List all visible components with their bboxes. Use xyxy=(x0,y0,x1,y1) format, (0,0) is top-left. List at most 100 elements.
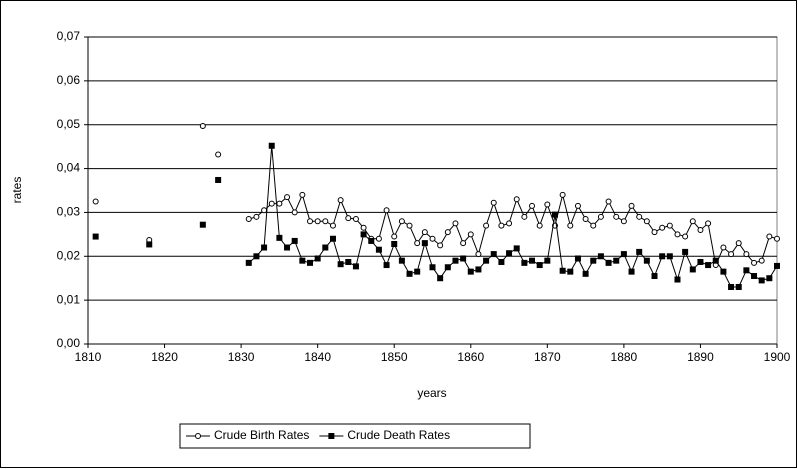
data-point xyxy=(712,257,719,264)
data-point xyxy=(582,270,589,277)
data-point xyxy=(697,226,704,233)
data-point xyxy=(559,191,566,198)
data-point xyxy=(643,257,650,264)
data-point xyxy=(314,255,321,262)
data-point xyxy=(406,270,413,277)
data-point xyxy=(299,257,306,264)
data-point xyxy=(437,242,444,249)
data-point xyxy=(559,267,566,274)
data-point xyxy=(620,218,627,225)
x-tick-label: 1820 xyxy=(151,350,178,364)
data-point xyxy=(268,142,275,149)
data-point xyxy=(276,200,283,207)
data-point xyxy=(360,224,367,231)
data-point xyxy=(689,266,696,273)
data-point xyxy=(460,240,467,247)
data-point xyxy=(620,251,627,258)
data-point xyxy=(720,268,727,275)
data-point xyxy=(199,221,206,228)
data-point xyxy=(245,259,252,266)
data-point xyxy=(199,123,206,130)
data-point xyxy=(329,235,336,242)
legend-label: Crude Birth Rates xyxy=(214,428,309,442)
y-tick-label: 0,05 xyxy=(57,117,81,131)
y-tick-label: 0,00 xyxy=(57,336,81,350)
data-point xyxy=(613,257,620,264)
data-point xyxy=(536,262,543,269)
data-point xyxy=(498,222,505,229)
data-point xyxy=(628,202,635,209)
data-point xyxy=(92,233,99,240)
data-point xyxy=(766,233,773,240)
data-point xyxy=(253,213,260,220)
data-point xyxy=(398,257,405,264)
x-tick-label: 1840 xyxy=(304,350,331,364)
data-point xyxy=(215,176,222,183)
data-point xyxy=(728,283,735,290)
data-point xyxy=(307,218,314,225)
data-point xyxy=(605,198,612,205)
data-point xyxy=(299,191,306,198)
data-point xyxy=(551,211,558,218)
data-point xyxy=(444,264,451,271)
data-point xyxy=(337,197,344,204)
data-point xyxy=(597,213,604,220)
x-tick-label: 1850 xyxy=(381,350,408,364)
data-point xyxy=(261,244,268,251)
data-point xyxy=(467,231,474,238)
data-point xyxy=(337,261,344,268)
data-point xyxy=(628,268,635,275)
data-point xyxy=(352,263,359,270)
data-point xyxy=(345,258,352,265)
data-point xyxy=(261,207,268,214)
data-point xyxy=(414,240,421,247)
data-point xyxy=(322,244,329,251)
data-point xyxy=(766,275,773,282)
data-point xyxy=(682,233,689,240)
data-point xyxy=(268,200,275,207)
data-point xyxy=(383,207,390,214)
data-point xyxy=(643,218,650,225)
x-axis-title: years xyxy=(417,386,446,400)
data-point xyxy=(383,262,390,269)
data-point xyxy=(590,222,597,229)
data-point xyxy=(666,222,673,229)
data-point xyxy=(352,216,359,223)
data-point xyxy=(689,218,696,225)
data-point xyxy=(705,262,712,269)
y-tick-label: 0,03 xyxy=(57,205,81,219)
data-point xyxy=(475,266,482,273)
data-point xyxy=(674,231,681,238)
data-point xyxy=(521,213,528,220)
data-point xyxy=(544,257,551,264)
data-point xyxy=(682,248,689,255)
plot-area xyxy=(87,36,778,345)
data-point xyxy=(506,250,513,257)
legend-box xyxy=(179,423,531,449)
x-tick-label: 1810 xyxy=(75,350,102,364)
data-point xyxy=(398,218,405,225)
y-axis-title: rates xyxy=(10,177,24,204)
data-point xyxy=(521,259,528,266)
data-point xyxy=(659,253,666,260)
data-point xyxy=(636,213,643,220)
data-point xyxy=(582,216,589,223)
data-point xyxy=(666,253,673,260)
data-point xyxy=(735,283,742,290)
data-point xyxy=(743,251,750,258)
data-point xyxy=(735,240,742,247)
data-point xyxy=(651,273,658,280)
x-tick-label: 1900 xyxy=(764,350,791,364)
data-point xyxy=(291,237,298,244)
data-point xyxy=(705,220,712,227)
data-point xyxy=(774,235,780,242)
data-point xyxy=(529,257,536,264)
data-point xyxy=(590,257,597,264)
data-point xyxy=(452,257,459,264)
data-point xyxy=(414,268,421,275)
data-point xyxy=(429,235,436,242)
data-point xyxy=(636,248,643,255)
data-point xyxy=(567,222,574,229)
data-point xyxy=(605,259,612,266)
data-point xyxy=(483,222,490,229)
